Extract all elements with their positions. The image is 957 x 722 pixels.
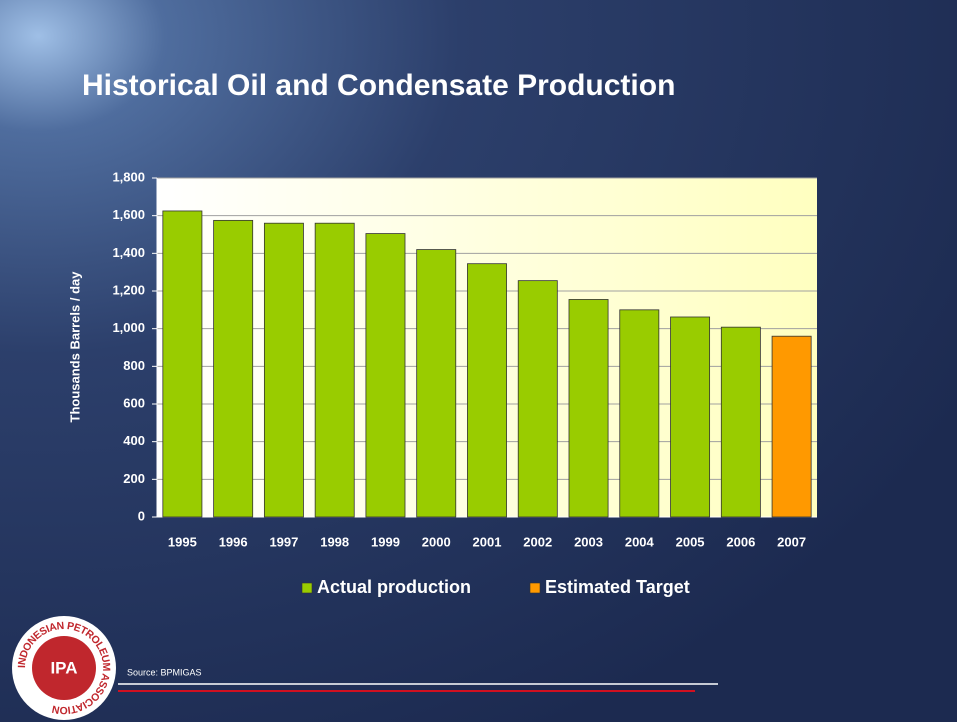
x-tick-label: 2006 — [726, 534, 755, 549]
x-tick-label: 2007 — [777, 534, 806, 549]
legend-swatch — [529, 582, 541, 594]
x-tick-label: 2003 — [574, 534, 603, 549]
x-tick-label: 1996 — [219, 534, 248, 549]
y-tick-label: 800 — [123, 358, 145, 373]
bar — [365, 233, 406, 518]
y-tick-label: 0 — [138, 508, 145, 523]
bar — [263, 222, 304, 518]
bar — [568, 299, 609, 518]
y-tick-label: 1,000 — [112, 320, 145, 335]
bar — [619, 309, 660, 518]
bar — [213, 219, 254, 518]
labels: 0 200 400 600 800 1,000 1,200 1,400 1,600 1,800 19… — [112, 169, 806, 549]
slide-title: Historical Oil and Condensate Production — [82, 69, 675, 102]
source-note: Source: BPMIGAS — [127, 667, 202, 677]
x-tick-label: 2001 — [473, 534, 502, 549]
x-tick-label: 2005 — [676, 534, 705, 549]
y-tick-label: 200 — [123, 471, 145, 486]
x-tick-label: 2002 — [523, 534, 552, 549]
bar — [670, 316, 711, 518]
legend-label: Estimated Target — [545, 577, 690, 597]
bar — [314, 222, 355, 518]
y-tick-label: 400 — [123, 433, 145, 448]
x-tick-label: 1998 — [320, 534, 349, 549]
legend-label: Actual production — [317, 577, 471, 597]
bars — [162, 210, 812, 518]
y-tick-label: 1,400 — [112, 245, 145, 260]
legend: Actual production Estimated Target — [301, 577, 690, 597]
bar — [467, 263, 507, 518]
bar — [517, 280, 558, 518]
y-axis-title: Thousands Barrels / day — [67, 271, 82, 423]
x-tick-label: 1995 — [168, 534, 197, 549]
bar — [720, 326, 761, 518]
x-tick-label: 1997 — [269, 534, 298, 549]
logo-center — [32, 636, 96, 700]
y-tick-label: 600 — [123, 395, 145, 410]
legend-swatch — [301, 582, 313, 594]
y-tick-label: 1,200 — [112, 282, 145, 297]
bar — [162, 210, 203, 518]
y-tick-label: 1,600 — [112, 207, 145, 222]
x-tick-label: 2000 — [422, 534, 451, 549]
x-tick-label: 1999 — [371, 534, 400, 549]
bar — [416, 249, 457, 518]
x-tick-label: 2004 — [625, 534, 655, 549]
bar — [771, 335, 812, 518]
logo: INDONESIAN PETROLEUM ASSOCIATION IPA — [12, 616, 116, 720]
logo-text: IPA — [50, 658, 77, 677]
y-tick-label: 1,800 — [112, 169, 145, 184]
